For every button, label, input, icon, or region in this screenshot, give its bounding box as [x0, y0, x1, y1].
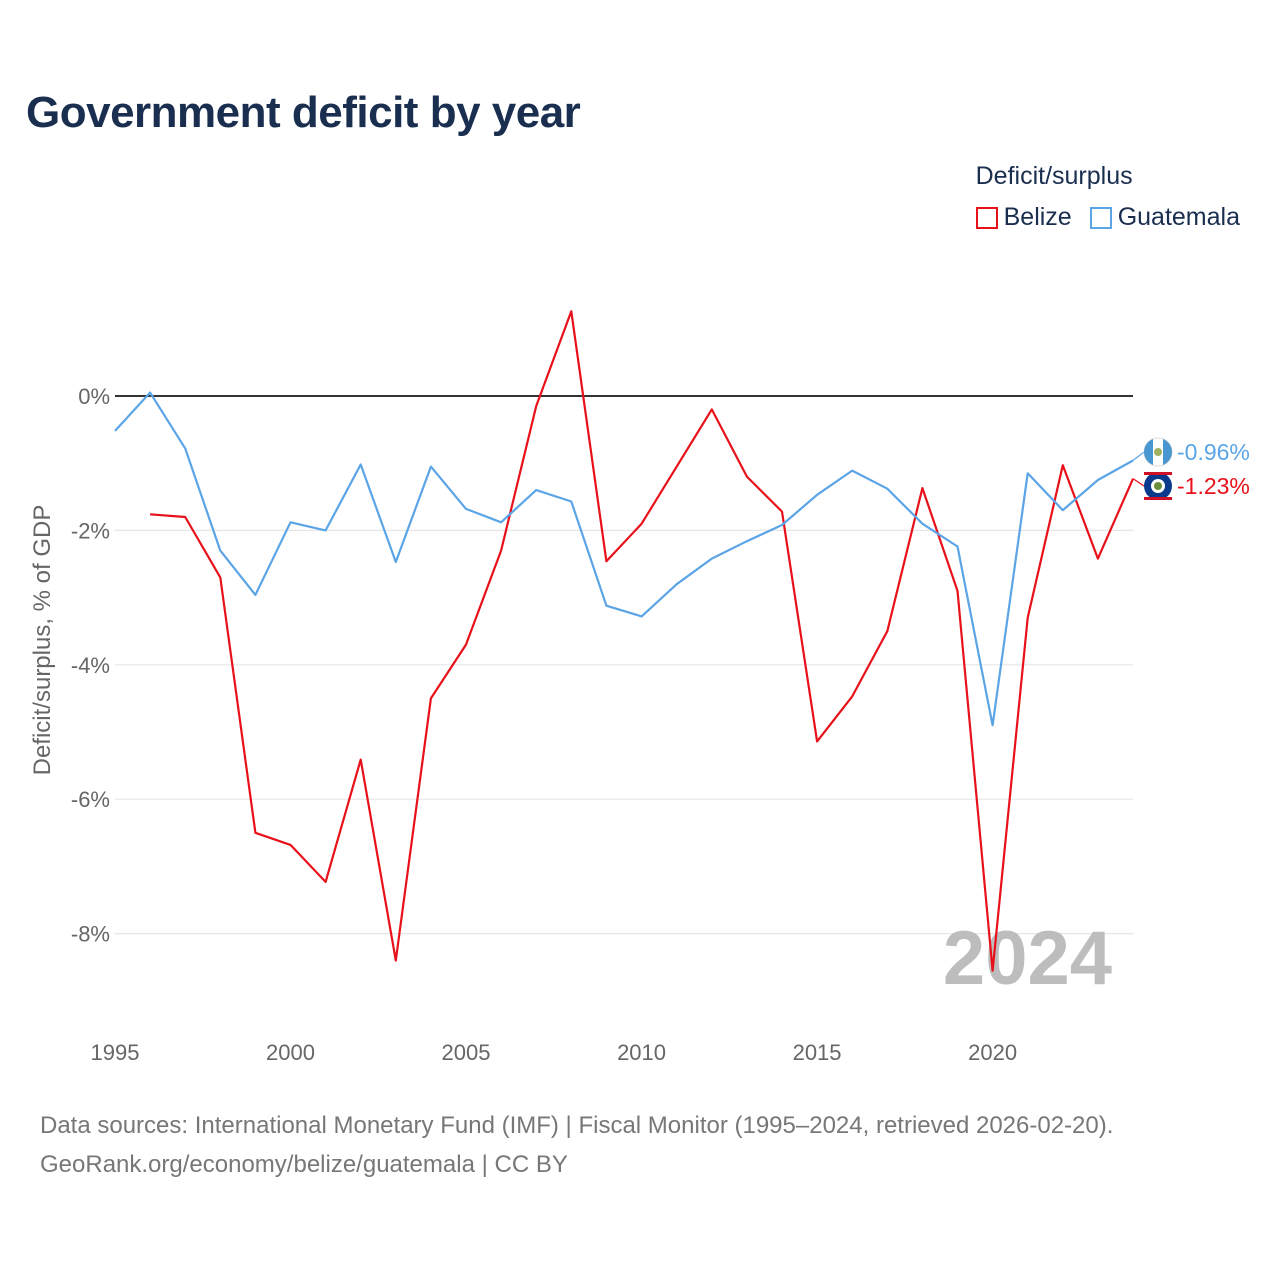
end-value-label-belize: -1.23%: [1177, 473, 1250, 499]
flag-stripe: [1144, 439, 1153, 465]
flag-icon-guatemala: [1143, 437, 1173, 467]
x-tick-label: 1995: [91, 1040, 140, 1065]
legend-label-guatemala: Guatemala: [1117, 203, 1240, 231]
flag-emblem: [1154, 448, 1162, 456]
flag-emblem: [1154, 482, 1162, 490]
legend-item-guatemala[interactable]: Guatemala: [1089, 203, 1240, 232]
y-tick-label: -2%: [71, 518, 110, 543]
year-watermark: 2024: [943, 916, 1112, 1001]
series-line-guatemala: [114, 391, 1134, 727]
legend-swatch-guatemala: [1089, 206, 1112, 229]
legend-label-belize: Belize: [1003, 203, 1072, 231]
y-tick-label: 0%: [78, 384, 110, 409]
attribution: GeoRank.org/economy/belize/guatemala | C…: [40, 1151, 568, 1178]
end-value-label-guatemala: -0.96%: [1177, 439, 1250, 465]
y-tick-label: -4%: [71, 653, 110, 678]
legend: Deficit/surplus Belize Guatemala: [975, 162, 1240, 232]
source-note: Data sources: International Monetary Fun…: [40, 1112, 1114, 1139]
flag-stripe: [1144, 472, 1172, 475]
x-tick-label: 2020: [968, 1040, 1017, 1065]
legend-swatch-belize: [975, 206, 998, 229]
flag-icon-belize: [1144, 472, 1172, 500]
y-axis-label: Deficit/surplus, % of GDP: [29, 505, 56, 776]
legend-title: Deficit/surplus: [975, 162, 1133, 190]
x-tick-label: 2015: [793, 1040, 842, 1065]
legend-item-belize[interactable]: Belize: [975, 203, 1072, 232]
series-line-belize: [150, 310, 1135, 972]
end-label-connector: [1132, 451, 1145, 461]
x-tick-label: 2000: [266, 1040, 315, 1065]
flag-stripe: [1144, 497, 1172, 500]
y-tick-label: -6%: [71, 787, 110, 812]
chart-title: Government deficit by year: [26, 88, 581, 137]
x-tick-label: 2005: [442, 1040, 491, 1065]
x-tick-label: 2010: [617, 1040, 666, 1065]
flag-stripe: [1163, 439, 1172, 465]
y-tick-label: -8%: [71, 922, 110, 947]
footer: Data sources: International Monetary Fun…: [40, 1106, 1113, 1184]
end-label-connector: [1132, 478, 1145, 487]
